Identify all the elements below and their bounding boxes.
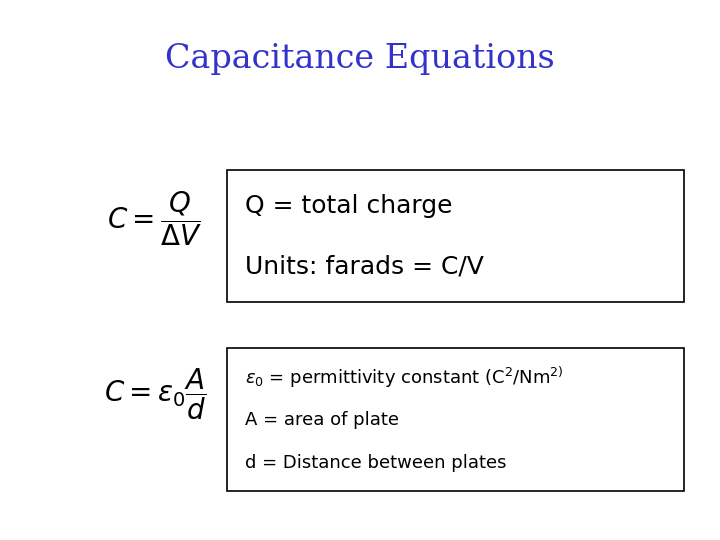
Text: Q = total charge: Q = total charge [245, 194, 452, 218]
Text: A = area of plate: A = area of plate [245, 411, 399, 429]
Text: $C = \varepsilon_0 \dfrac{A}{d}$: $C = \varepsilon_0 \dfrac{A}{d}$ [104, 366, 206, 422]
Text: d = Distance between plates: d = Distance between plates [245, 454, 506, 472]
Text: Capacitance Equations: Capacitance Equations [165, 43, 555, 76]
Text: Units: farads = C/V: Units: farads = C/V [245, 255, 484, 279]
Text: $C = \dfrac{Q}{\Delta V}$: $C = \dfrac{Q}{\Delta V}$ [107, 190, 202, 248]
FancyBboxPatch shape [227, 348, 684, 491]
FancyBboxPatch shape [227, 170, 684, 302]
Text: $\varepsilon_0$ = permittivity constant (C$^2$/Nm$^{2)}$: $\varepsilon_0$ = permittivity constant … [245, 364, 564, 389]
